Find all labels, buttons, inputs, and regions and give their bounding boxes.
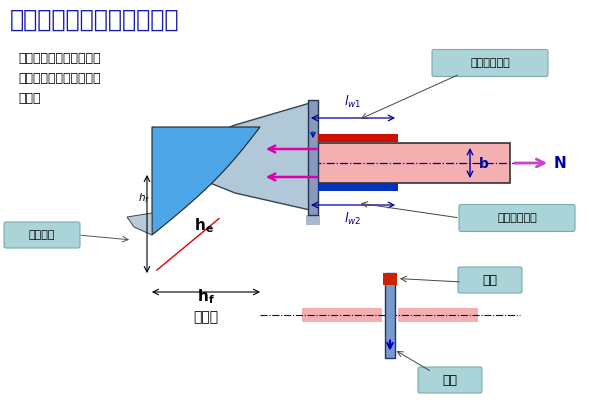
- FancyBboxPatch shape: [459, 205, 575, 232]
- Bar: [306, 215, 320, 225]
- FancyBboxPatch shape: [418, 367, 482, 393]
- Polygon shape: [152, 127, 260, 235]
- Bar: [318, 143, 510, 183]
- Text: N: N: [554, 156, 567, 171]
- Bar: [318, 134, 398, 142]
- Text: 胶尖焊缝长度: 胶尖焊缝长度: [497, 213, 537, 223]
- FancyBboxPatch shape: [458, 267, 522, 293]
- Bar: [318, 183, 398, 191]
- Text: 胔尖: 胔尖: [442, 373, 458, 386]
- Text: 三、焊缝的种类及表示方法: 三、焊缝的种类及表示方法: [10, 8, 180, 32]
- Text: 胶背: 胶背: [482, 273, 498, 286]
- Bar: [398, 308, 478, 322]
- Polygon shape: [210, 103, 310, 210]
- FancyBboxPatch shape: [432, 49, 548, 77]
- Text: 每条角焊缝的尺寸都包括
焊脚尺寸和焊缝长度两个
部分。: 每条角焊缝的尺寸都包括 焊脚尺寸和焊缝长度两个 部分。: [18, 52, 101, 105]
- FancyBboxPatch shape: [4, 222, 80, 248]
- Text: $\mathbf{h_e}$: $\mathbf{h_e}$: [194, 217, 214, 235]
- Bar: [383, 273, 397, 284]
- Text: 胶背焊缝长度: 胶背焊缝长度: [470, 58, 510, 68]
- Text: $l_{w2}$: $l_{w2}$: [345, 211, 362, 227]
- Text: 焊缝厚度: 焊缝厚度: [29, 230, 55, 240]
- Text: $h_f$: $h_f$: [138, 191, 150, 205]
- Text: 普通式: 普通式: [193, 310, 219, 324]
- Bar: [302, 308, 382, 322]
- Text: $\mathbf{h_f}$: $\mathbf{h_f}$: [197, 287, 215, 306]
- Bar: [308, 100, 318, 215]
- Text: $l_{w1}$: $l_{w1}$: [345, 94, 362, 110]
- Polygon shape: [127, 213, 152, 235]
- Text: $\mathbf{b}$: $\mathbf{b}$: [478, 156, 489, 171]
- Bar: [385, 273, 395, 358]
